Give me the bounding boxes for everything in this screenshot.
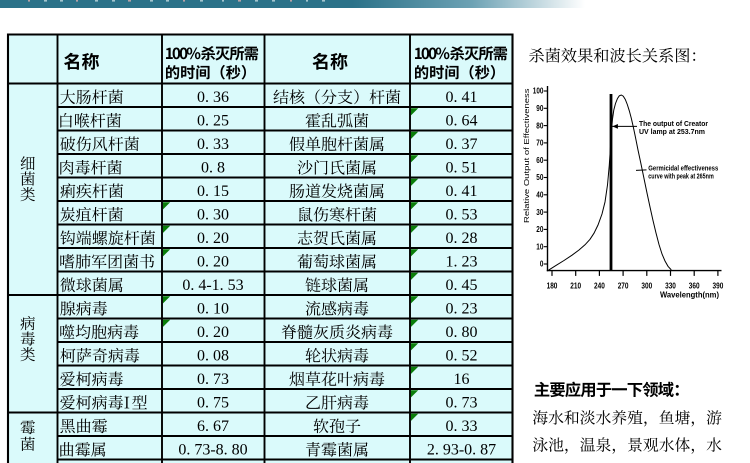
svg-text:0. 75: 0. 75 — [197, 394, 229, 411]
svg-text:330: 330 — [665, 280, 676, 290]
svg-text:0. 36: 0. 36 — [197, 89, 229, 106]
svg-text:0: 0 — [540, 260, 544, 269]
svg-text:Relative Output of Effectivene: Relative Output of Effectiveness — [522, 88, 531, 223]
svg-text:1. 23: 1. 23 — [446, 253, 478, 270]
svg-text:0. 28: 0. 28 — [446, 230, 478, 247]
svg-text:0. 80: 0. 80 — [446, 324, 478, 341]
svg-text:240: 240 — [594, 280, 605, 290]
svg-text:Wavelength(nm): Wavelength(nm) — [660, 289, 719, 299]
svg-text:0. 37: 0. 37 — [446, 136, 478, 153]
svg-text:60: 60 — [536, 156, 544, 165]
svg-text:30: 30 — [536, 208, 544, 217]
svg-text:0. 73: 0. 73 — [197, 371, 229, 388]
svg-text:80: 80 — [536, 121, 544, 130]
svg-text:360: 360 — [689, 280, 700, 290]
svg-text:210: 210 — [570, 280, 581, 290]
svg-text:390: 390 — [713, 280, 724, 290]
svg-text:300: 300 — [641, 280, 652, 290]
svg-text:20: 20 — [536, 225, 544, 234]
svg-text:180: 180 — [547, 280, 558, 290]
svg-text:2. 93-0. 87: 2. 93-0. 87 — [427, 441, 496, 458]
svg-text:10: 10 — [536, 242, 544, 251]
svg-text:0. 73: 0. 73 — [446, 394, 478, 411]
svg-text:Germicidal effectiveness: Germicidal effectiveness — [648, 163, 718, 172]
svg-text:0. 20: 0. 20 — [197, 324, 229, 341]
svg-text:0. 30: 0. 30 — [197, 206, 229, 223]
svg-text:0. 64: 0. 64 — [446, 112, 478, 129]
svg-text:6. 67: 6. 67 — [197, 418, 229, 435]
svg-text:0. 15: 0. 15 — [197, 183, 229, 200]
svg-text:0. 20: 0. 20 — [197, 230, 229, 247]
svg-text:0. 10: 0. 10 — [197, 300, 229, 317]
svg-text:50: 50 — [536, 173, 544, 182]
svg-text:0. 53: 0. 53 — [446, 206, 478, 223]
svg-text:0. 20: 0. 20 — [197, 253, 229, 270]
svg-text:The output of Creator: The output of Creator — [639, 119, 708, 128]
svg-text:0. 51: 0. 51 — [446, 159, 478, 176]
svg-text:40: 40 — [536, 191, 544, 200]
svg-text:0. 33: 0. 33 — [197, 136, 229, 153]
svg-text:0. 41: 0. 41 — [446, 89, 478, 106]
svg-text:0. 8: 0. 8 — [201, 159, 225, 176]
svg-text:0. 08: 0. 08 — [197, 347, 229, 364]
svg-text:70: 70 — [536, 139, 544, 148]
svg-text:0. 73-8. 80: 0. 73-8. 80 — [178, 441, 247, 458]
svg-text:0. 23: 0. 23 — [446, 300, 478, 317]
svg-text:curve with peak at 265nm: curve with peak at 265nm — [648, 172, 714, 181]
svg-text:0. 4-1. 53: 0. 4-1. 53 — [182, 277, 243, 294]
svg-text:0. 52: 0. 52 — [446, 347, 478, 364]
svg-text:0. 33: 0. 33 — [446, 418, 478, 435]
svg-text:UV lamp at 253.7nm: UV lamp at 253.7nm — [639, 127, 705, 136]
svg-text:100: 100 — [533, 87, 544, 96]
svg-text:0. 25: 0. 25 — [197, 112, 229, 129]
svg-text:0. 45: 0. 45 — [446, 277, 478, 294]
svg-text:90: 90 — [536, 104, 544, 113]
svg-text:0. 41: 0. 41 — [446, 183, 478, 200]
svg-text:16: 16 — [454, 371, 470, 388]
svg-text:270: 270 — [618, 280, 629, 290]
